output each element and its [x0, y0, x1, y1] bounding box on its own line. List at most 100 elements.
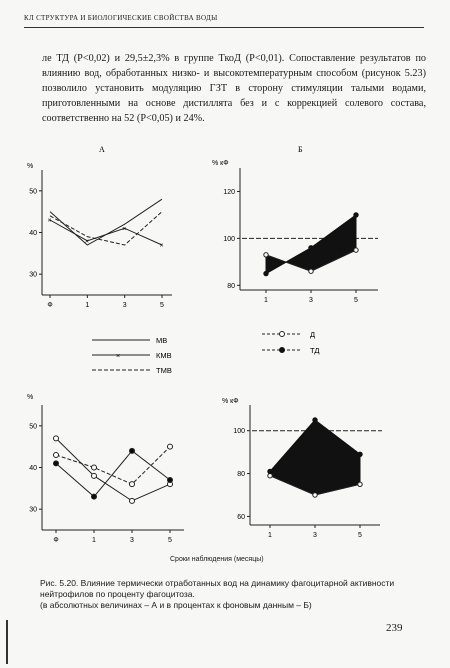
chart-1-xtick-label: 5 [160, 302, 164, 309]
series-line-0 [49, 198, 163, 246]
legend-x-marker: × [116, 353, 120, 360]
chart-4-xtick-label: 5 [358, 532, 362, 539]
chart-1-xtick-label: 1 [85, 302, 89, 309]
chart-4-xtick-label: 3 [313, 532, 317, 539]
chart-1-ytick-label: 30 [29, 272, 37, 279]
data-point-x: × [48, 218, 52, 225]
chart-1-ylabel: % [27, 163, 33, 170]
running-head: КЛ СТРУКТУРА И БИОЛОГИЧЕСКИЕ СВОЙСТВА ВО… [24, 14, 218, 22]
data-point [91, 493, 97, 500]
legend-label-d: Д [310, 330, 315, 339]
chart-1-ytick-label: 40 [29, 230, 37, 237]
chart-marks: 30 40 50 Ф 1 3 5 × × × × 80 100 120 1 3 5 30 40 50 Ф 1 3 5 × × × × 6… [29, 188, 382, 544]
data-point-x: × [92, 494, 96, 501]
data-point-x: × [54, 461, 58, 468]
body-text: ле ТД (P<0,02) и 29,5±2,3% в группе ТкоД… [42, 51, 426, 126]
data-point-td [353, 212, 359, 218]
chart-2-ytick-label: 80 [227, 283, 235, 290]
chart-4-ytick-label: 100 [233, 428, 245, 435]
data-point [129, 497, 135, 504]
chart-3-ytick-label: 40 [29, 465, 37, 472]
data-point-x: × [130, 448, 134, 455]
chart-2-ylabel: % кФ [212, 160, 229, 167]
legend-label-td: ТД [310, 346, 319, 355]
figure-caption: Рис. 5.20. Влияние термически отработанн… [40, 578, 432, 611]
chart-1-frame [41, 170, 172, 296]
data-point-td [308, 245, 314, 251]
chart-4-ytick-label: 60 [237, 514, 245, 521]
chart-2-ytick-label: 120 [223, 189, 235, 196]
chart-3-frame [41, 405, 184, 531]
data-point [53, 452, 59, 458]
series-line-1 [55, 450, 171, 498]
data-point-d [353, 247, 359, 253]
data-point-td [357, 451, 363, 457]
data-point [53, 460, 59, 467]
caption-line-2: (в абсолютных величинах – А и в процента… [40, 600, 312, 610]
chart-2: 80 100 120 1 3 5 [223, 189, 378, 304]
legend-left: МВ × КМВ ТМВ [92, 336, 172, 375]
data-point-x: × [168, 478, 172, 485]
chart-3-xtick-label: Ф [53, 537, 58, 544]
chart-3-xtick-label: 3 [130, 537, 134, 544]
data-point [167, 443, 173, 450]
chart-3-ytick-label: 50 [29, 423, 37, 430]
chart-1-xtick-label: Ф [47, 302, 52, 309]
data-point-x: × [85, 238, 89, 245]
chart-3-xtick-label: 5 [168, 537, 172, 544]
data-point [129, 447, 135, 454]
xaxis-caption: Сроки наблюдения (месяцы) [170, 556, 264, 563]
data-point-d [308, 268, 314, 274]
data-point-d [267, 473, 273, 479]
chart-4-xtick-label: 1 [268, 532, 272, 539]
chart-4-ytick-label: 80 [237, 471, 245, 478]
data-point [167, 477, 173, 483]
legend-label-tmv: ТМВ [156, 366, 172, 375]
data-point-x: × [160, 243, 164, 250]
chart-2-xtick-label: 1 [264, 297, 268, 304]
data-point [91, 464, 97, 471]
data-point-d [312, 492, 318, 498]
series-line-2 [49, 211, 163, 246]
data-point-td [312, 417, 318, 423]
data-point-d [357, 481, 363, 487]
gutter-mark [6, 620, 8, 664]
header-rule [24, 27, 424, 28]
data-point-td [263, 270, 269, 277]
data-point [91, 472, 97, 479]
data-point-td [267, 468, 273, 475]
body-paragraph: ле ТД (P<0,02) и 29,5±2,3% в группе ТкоД… [42, 53, 426, 124]
difference-area [265, 213, 357, 275]
page-number: 239 [386, 622, 403, 634]
panel-a-label: А [99, 145, 105, 154]
chart-4: 60 80 100 1 3 5 [233, 417, 382, 539]
legend-marker-d [279, 331, 285, 337]
chart-4-ylabel: % кФ [222, 398, 239, 405]
chart-3-ytick-label: 30 [29, 507, 37, 514]
data-point-x: × [122, 226, 126, 233]
legend-label-mv: МВ [156, 336, 167, 345]
data-point [129, 481, 135, 488]
legend-marker-td [279, 347, 285, 353]
chart-2-xtick-label: 3 [309, 297, 313, 304]
series-line-1 [49, 219, 163, 246]
chart-2-xtick-label: 5 [354, 297, 358, 304]
legend-label-kmv: КМВ [156, 351, 172, 360]
caption-line-1: Рис. 5.20. Влияние термически отработанн… [40, 578, 395, 599]
chart-3-ylabel: % [27, 394, 33, 401]
chart-1: 30 40 50 Ф 1 3 5 × × × × [29, 188, 164, 309]
series-line-2 [55, 446, 171, 485]
chart-1-ytick-label: 50 [29, 188, 37, 195]
data-point [53, 435, 59, 442]
data-point-d [263, 252, 269, 258]
chart-2-frame [239, 168, 378, 291]
chart-3: 30 40 50 Ф 1 3 5 × × × × [29, 423, 173, 544]
chart-1-xtick-label: 3 [123, 302, 127, 309]
chart-3-xtick-label: 1 [92, 537, 96, 544]
difference-area [269, 419, 361, 496]
series-line-0 [55, 437, 171, 502]
legend-right: Д ТД [262, 330, 319, 355]
panel-b-label: Б [298, 145, 303, 154]
chart-2-ytick-label: 100 [223, 236, 235, 243]
